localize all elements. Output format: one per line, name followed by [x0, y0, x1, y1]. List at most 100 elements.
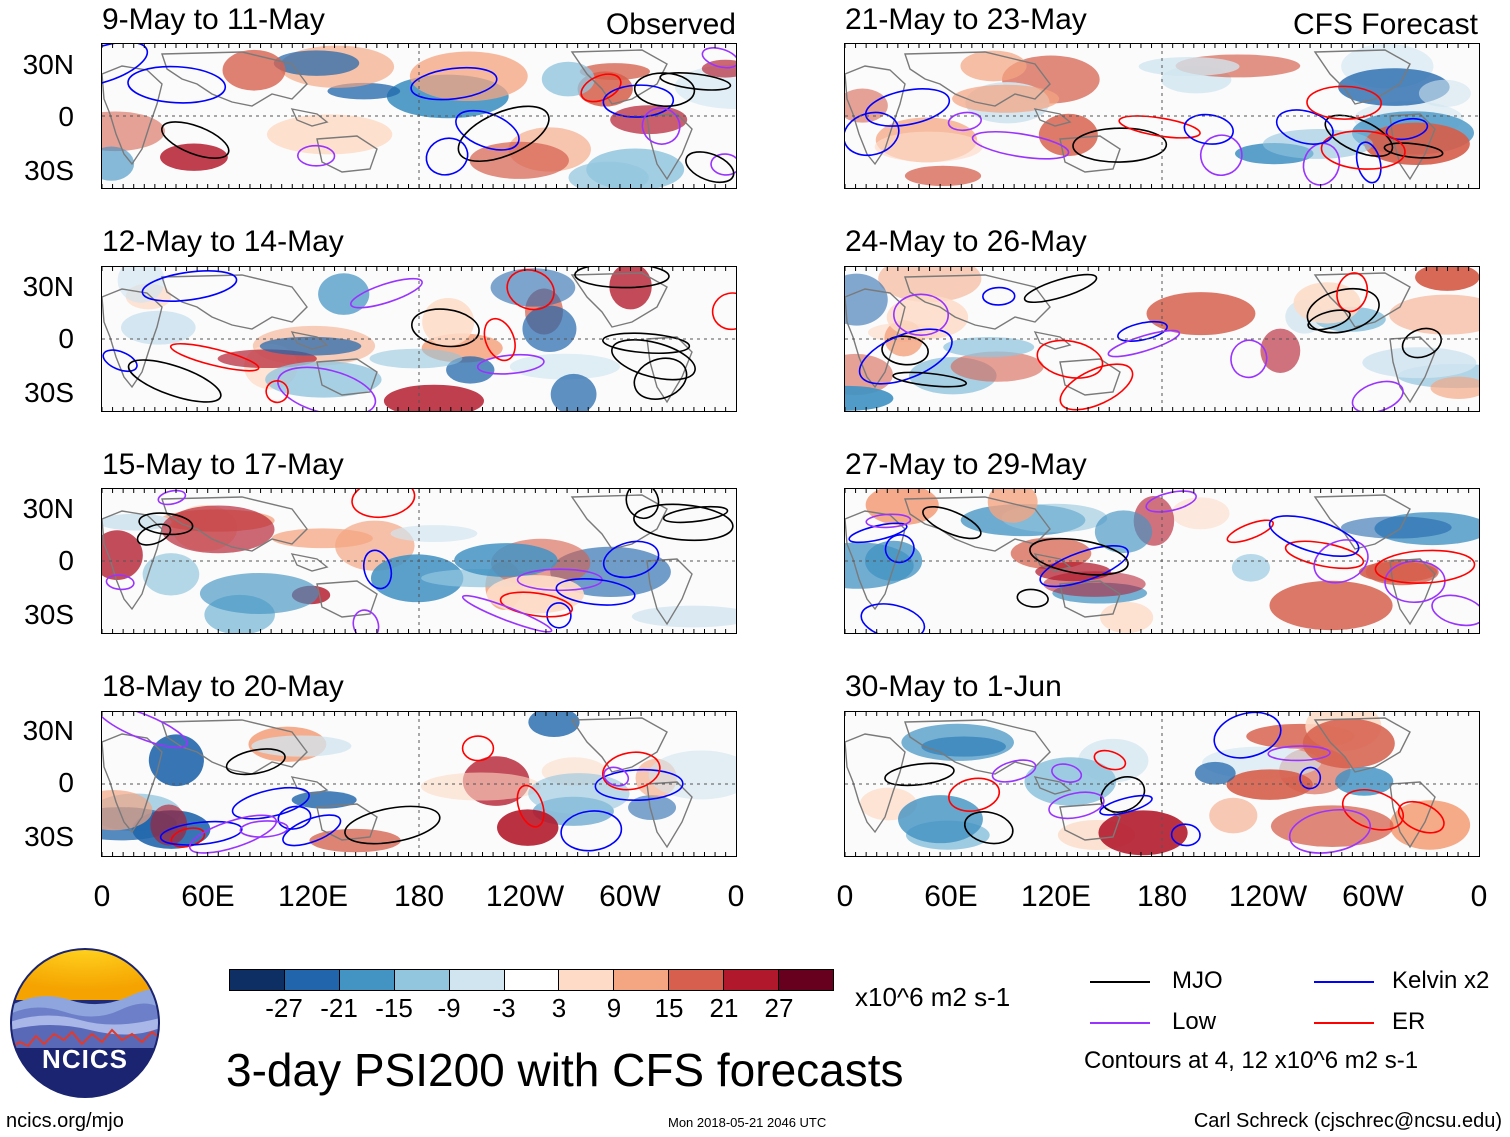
wave-contour [633, 72, 696, 108]
wave-contour [138, 512, 194, 536]
shaded-anomaly [1094, 510, 1153, 554]
coastline [161, 496, 308, 552]
legend-line-mjo [1090, 981, 1150, 983]
shaded-anomaly [904, 165, 982, 186]
shaded-anomaly [1146, 292, 1256, 336]
observed-label: Observed [605, 8, 736, 41]
wave-contour [102, 44, 149, 88]
wave-contour [1302, 142, 1341, 186]
shaded-anomaly [1171, 497, 1230, 530]
shaded-anomaly [370, 554, 464, 603]
shaded-anomaly [369, 348, 463, 369]
wave-contour [982, 286, 1016, 306]
shaded-anomaly [541, 61, 595, 97]
shaded-anomaly [454, 543, 558, 577]
coastline [1033, 108, 1072, 127]
shaded-anomaly [845, 273, 888, 326]
wave-contour [277, 805, 312, 830]
footer-url: ncics.org/mjo [6, 1110, 124, 1132]
lon-label: 0 [93, 880, 111, 913]
colorbar-swatch [393, 969, 450, 991]
colorbar-swatch [668, 969, 725, 991]
wave-contour [1401, 327, 1443, 359]
shaded-anomaly [898, 795, 983, 844]
wave-contour [1117, 320, 1168, 342]
wave-contour [710, 153, 736, 176]
colorbar-label: -9 [437, 993, 461, 1023]
lat-label: 30N [22, 271, 74, 302]
shaded-anomaly [222, 49, 286, 91]
colorbar-swatch [229, 969, 285, 991]
panel-title: 15-May to 17-May [102, 448, 344, 481]
wave-contour [963, 811, 1014, 845]
wave-contour [1385, 117, 1429, 141]
shaded-anomaly [1098, 810, 1188, 856]
shaded-anomaly [148, 734, 204, 787]
shaded-anomaly [1226, 769, 1313, 800]
wave-contour [1431, 594, 1479, 627]
shaded-anomaly [102, 111, 165, 152]
wave-contour [555, 578, 636, 606]
legend-line-low [1090, 1022, 1150, 1024]
shaded-anomaly [845, 353, 893, 396]
wave-contour [1288, 809, 1372, 854]
wave-contour [602, 540, 660, 579]
wave-contour [860, 603, 926, 633]
wave-contour [351, 489, 416, 519]
wave-contour [1306, 287, 1380, 334]
coastline [290, 776, 329, 795]
coastline [1059, 580, 1121, 618]
wave-contour [892, 371, 968, 388]
shaded-anomaly [648, 750, 736, 800]
coastline [570, 494, 668, 550]
wave-contour [127, 359, 222, 403]
shaded-anomaly [1302, 718, 1395, 769]
wave-contour [159, 820, 243, 846]
wave-contour [1048, 791, 1105, 820]
shaded-anomaly [610, 105, 688, 135]
shaded-anomaly [950, 351, 1044, 382]
wave-contour [1093, 749, 1127, 771]
shaded-anomaly [528, 712, 580, 738]
cfs-forecast-label: CFS Forecast [1292, 8, 1478, 41]
wave-contour [1029, 537, 1129, 576]
wave-contour [352, 609, 380, 633]
shaded-anomaly [102, 513, 172, 531]
wave-contour [296, 144, 336, 167]
wave-contour [948, 777, 1001, 812]
lon-label: 0 [836, 880, 854, 913]
shaded-anomaly [522, 305, 577, 353]
shaded-anomaly [259, 336, 362, 356]
shaded-anomaly [490, 268, 576, 307]
wave-contour [265, 380, 289, 404]
logo-graphic [10, 948, 160, 1098]
wave-contour [141, 270, 238, 302]
coastline [1313, 49, 1411, 105]
wave-contour [461, 735, 495, 762]
colorbar-label: -27 [265, 993, 303, 1023]
wave-contour [483, 317, 516, 362]
wave-contour [102, 712, 188, 749]
wave-contour [701, 47, 736, 69]
colorbar-labels: -27 -21 -15 -9 -3 3 9 15 21 27 [229, 993, 833, 1027]
shaded-anomaly [1270, 805, 1394, 847]
wave-contour [1072, 127, 1168, 163]
lon-label: 60E [181, 880, 235, 913]
wave-contour [476, 353, 545, 375]
wave-contour [102, 349, 138, 373]
coastline [1313, 717, 1411, 773]
lat-label: 0 [58, 545, 74, 576]
legend-label-er: ER [1392, 1008, 1426, 1035]
wave-contour [641, 107, 681, 145]
shaded-anomaly [486, 575, 584, 614]
lat-label: 30N [22, 715, 74, 746]
lat-label: 0 [58, 101, 74, 132]
wave-contour [136, 523, 172, 546]
shaded-anomaly [161, 505, 275, 554]
wave-contour [685, 151, 735, 184]
shaded-anomaly [409, 51, 528, 102]
wave-contour [1100, 776, 1146, 813]
panel-title: 21-May to 23-May [845, 3, 1087, 36]
wave-contour [1107, 329, 1181, 358]
wave-contour [594, 768, 684, 802]
